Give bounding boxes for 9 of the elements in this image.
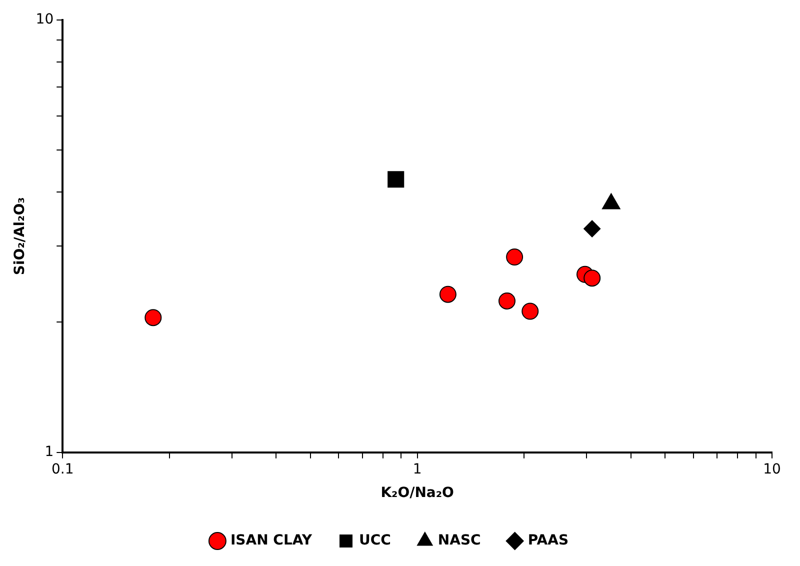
legend-label: NASC xyxy=(438,532,481,549)
x-tick-label: 0.1 xyxy=(51,461,74,478)
legend-label: PAAS xyxy=(528,532,569,549)
y-axis-title: SiO₂/Al₂O₃ xyxy=(12,197,28,276)
x-tick-label: 1 xyxy=(412,461,422,478)
legend-label: UCC xyxy=(358,532,391,549)
legend-label: ISAN CLAY xyxy=(230,532,313,549)
x-tick-label: 10 xyxy=(763,461,781,478)
x-axis-title: K₂O/Na₂O xyxy=(380,485,454,502)
